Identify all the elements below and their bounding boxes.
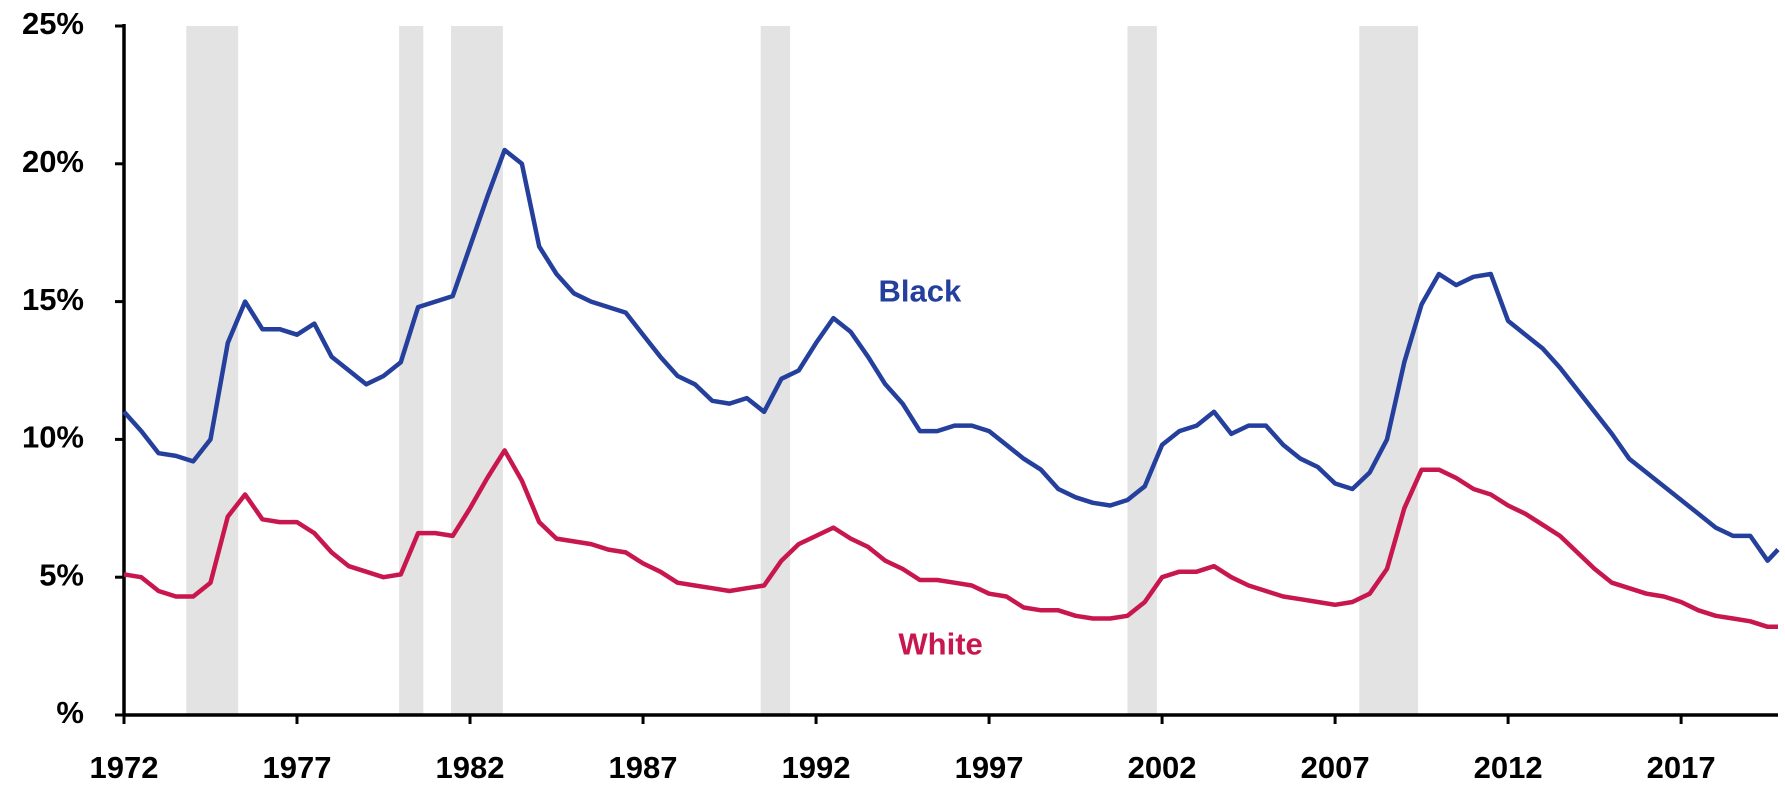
series-label: White [898, 626, 982, 661]
x-tick-label: 1972 [90, 750, 159, 785]
y-tick-label: 15% [22, 282, 84, 317]
recession-band [399, 26, 424, 715]
x-tick-label: 2017 [1647, 750, 1716, 785]
y-tick-label: 20% [22, 144, 84, 179]
series-label: Black [878, 274, 961, 309]
y-tick-label: 5% [39, 557, 84, 592]
y-tick-label: % [56, 695, 84, 730]
x-tick-label: 2012 [1474, 750, 1543, 785]
x-tick-label: 1982 [436, 750, 505, 785]
recession-band [760, 26, 791, 715]
x-tick-label: 1987 [609, 750, 678, 785]
x-tick-label: 1992 [782, 750, 851, 785]
x-tick-label: 1997 [955, 750, 1024, 785]
x-tick-label: 1977 [263, 750, 332, 785]
recession-band [1127, 26, 1157, 715]
series-line [123, 448, 1778, 630]
series-line [122, 147, 1780, 563]
recession-band [186, 26, 239, 715]
recession-band [1359, 26, 1419, 715]
y-tick-label: 25% [22, 6, 84, 41]
y-tick-label: 10% [22, 420, 84, 455]
x-tick-label: 2007 [1301, 750, 1370, 785]
recession-band [450, 26, 503, 715]
x-tick-label: 2002 [1128, 750, 1197, 785]
